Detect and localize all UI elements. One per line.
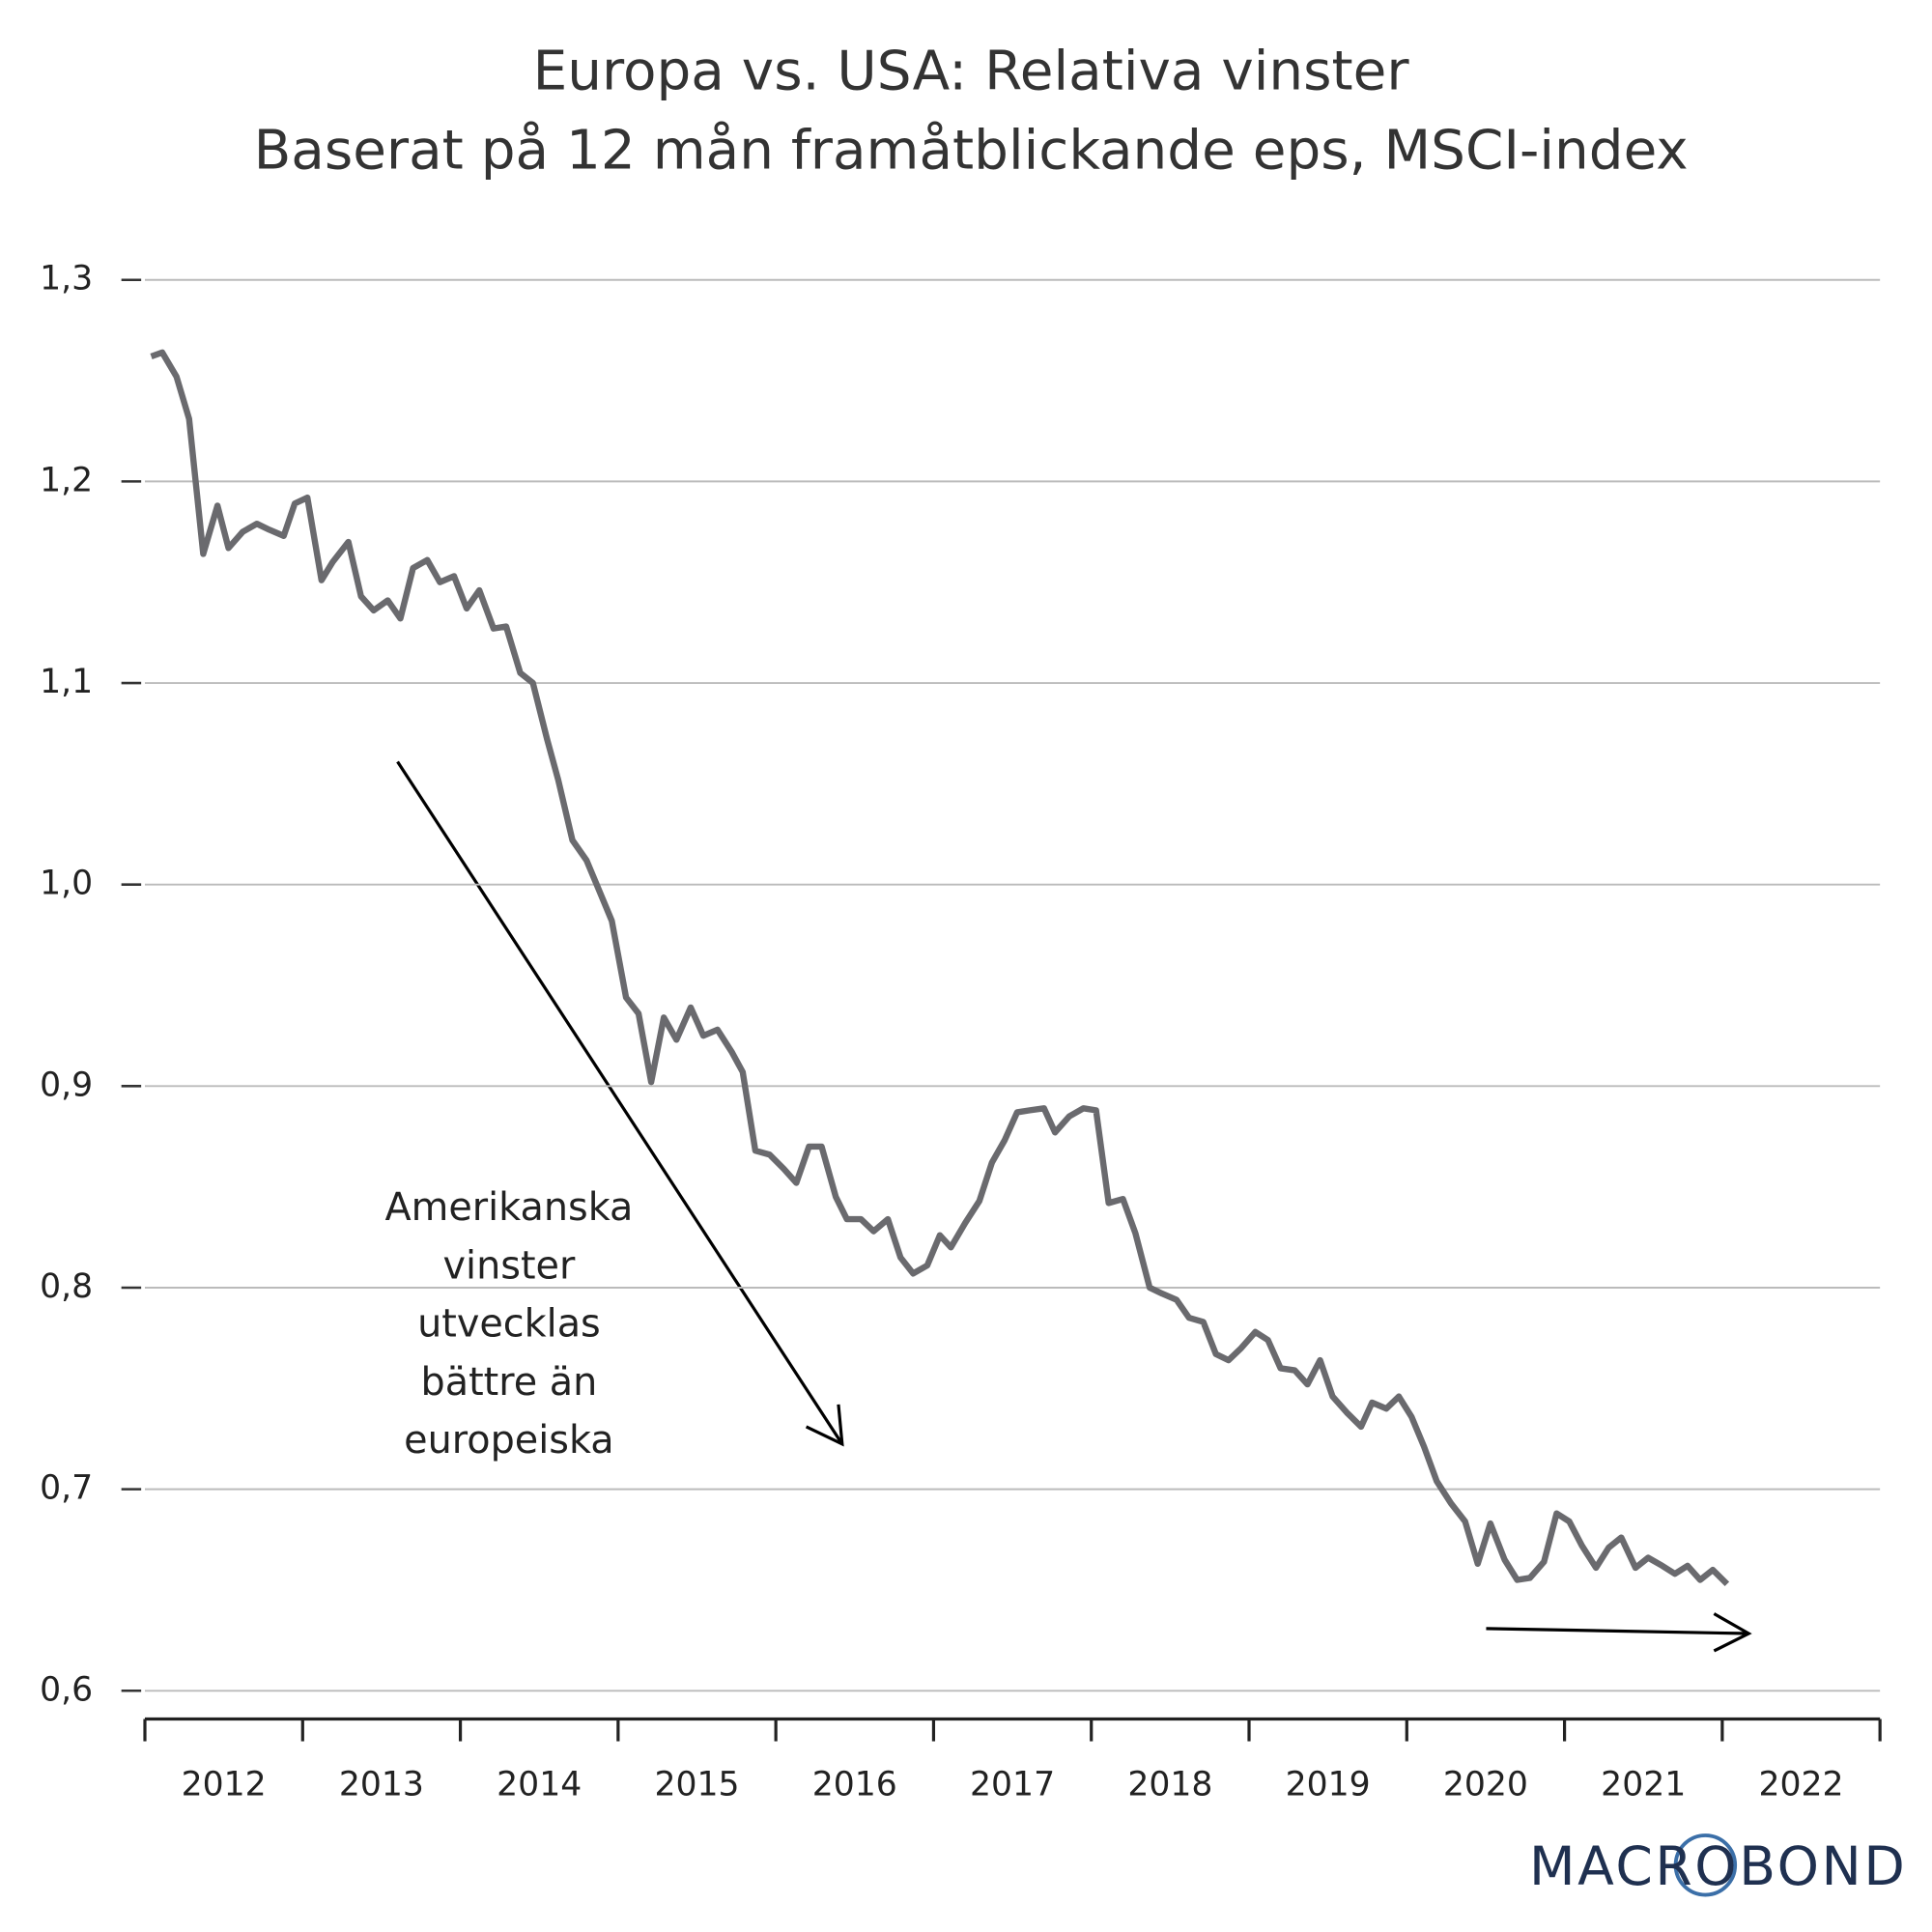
x-tick-label: 2017 xyxy=(970,1766,1055,1804)
x-tick-label: 2020 xyxy=(1443,1766,1528,1804)
y-tick-label: 0,8 xyxy=(40,1267,93,1306)
y-tick-label: 1,3 xyxy=(40,260,93,298)
y-tick-label: 1,0 xyxy=(40,865,93,903)
x-tick-label: 2016 xyxy=(812,1766,897,1804)
arrow-shaft xyxy=(1486,1627,1749,1635)
annotation: europeiska xyxy=(404,1418,613,1463)
annotation: vinster xyxy=(443,1243,576,1288)
x-tick-label: 2018 xyxy=(1127,1766,1212,1804)
arrow-head xyxy=(1713,1612,1752,1653)
logo: MACROBOND xyxy=(1529,1835,1907,1897)
arrow-shaft xyxy=(396,760,844,1445)
y-tick-label: 1,2 xyxy=(40,461,93,499)
trend-arrow xyxy=(396,760,1752,1653)
chart-subtitle: Baserat på 12 mån framåtblickande eps, M… xyxy=(254,120,1689,183)
logo-ring xyxy=(1673,1833,1738,1897)
annotation: Amerikanska xyxy=(384,1185,633,1230)
x-tick-label: 2013 xyxy=(339,1766,424,1804)
x-tick-label: 2022 xyxy=(1758,1766,1843,1804)
chart-title: Europa vs. USA: Relativa vinster xyxy=(533,41,1410,103)
annotation: utvecklas xyxy=(417,1302,601,1347)
x-tick-label: 2014 xyxy=(497,1766,582,1804)
y-tick-label: 0,9 xyxy=(40,1065,93,1104)
x-tick-label: 2012 xyxy=(182,1766,267,1804)
x-tick-label: 2021 xyxy=(1601,1766,1686,1804)
y-tick-label: 1,1 xyxy=(40,663,93,701)
x-tick-label: 2015 xyxy=(654,1766,739,1804)
arrow-head xyxy=(805,1404,844,1447)
annotation: bättre än xyxy=(421,1360,598,1405)
x-tick-label: 2019 xyxy=(1286,1766,1371,1804)
data-line xyxy=(150,349,1730,1587)
y-tick-label: 0,6 xyxy=(40,1670,93,1709)
y-tick-label: 0,7 xyxy=(40,1469,93,1508)
